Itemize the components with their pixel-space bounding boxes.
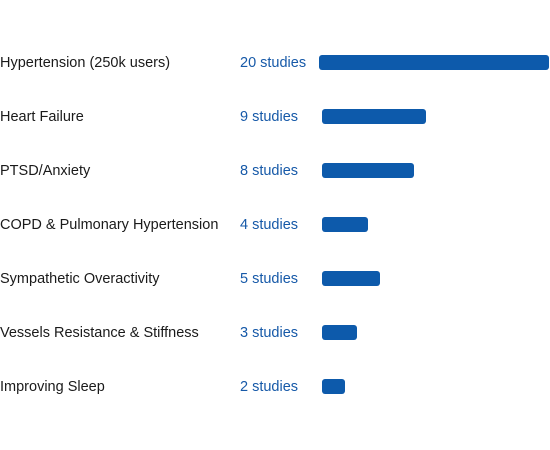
category-label: Improving Sleep: [0, 379, 105, 395]
value-unit: studies: [252, 217, 299, 233]
value-label: 4 studies: [240, 213, 298, 237]
value-number: 4: [240, 217, 249, 233]
chart-row: Vessels Resistance & Stiffness 3 studies: [0, 321, 550, 345]
category-label: PTSD/Anxiety: [0, 163, 91, 179]
value-number: 20: [240, 55, 257, 71]
value-unit: studies: [252, 325, 299, 341]
value-number: 8: [240, 163, 249, 179]
category-label: Vessels Resistance & Stiffness: [0, 325, 199, 341]
chart-row: PTSD/Anxiety 8 studies: [0, 159, 550, 183]
value-label: 8 studies: [240, 159, 298, 183]
category-label: COPD & Pulmonary Hypertension: [0, 217, 219, 233]
value-unit: studies: [252, 271, 299, 287]
bar: [322, 217, 368, 232]
category-label: Hypertension (250k users): [0, 55, 171, 71]
category-label: Sympathetic Overactivity: [0, 271, 160, 287]
value-number: 3: [240, 325, 249, 341]
value-unit: studies: [252, 163, 299, 179]
value-label: 9 studies: [240, 105, 298, 129]
chart-row: Hypertension (250k users) 20 studies: [0, 51, 550, 75]
bar: [322, 109, 426, 124]
value-label: 5 studies: [240, 267, 298, 291]
chart-row: COPD & Pulmonary Hypertension 4 studies: [0, 213, 550, 237]
bar: [322, 379, 345, 394]
bar: [322, 271, 380, 286]
bar: [322, 325, 357, 340]
value-number: 5: [240, 271, 249, 287]
value-label: 20 studies: [240, 51, 306, 75]
value-unit: studies: [260, 55, 307, 71]
category-label: Heart Failure: [0, 109, 84, 125]
value-label: 3 studies: [240, 321, 298, 345]
value-number: 2: [240, 379, 249, 395]
chart-row: Improving Sleep 2 studies: [0, 375, 550, 399]
chart-row: Sympathetic Overactivity 5 studies: [0, 267, 550, 291]
chart-row: Heart Failure 9 studies: [0, 105, 550, 129]
bar: [322, 163, 414, 178]
value-label: 2 studies: [240, 375, 298, 399]
bar: [319, 55, 549, 70]
value-unit: studies: [252, 109, 299, 125]
value-number: 9: [240, 109, 249, 125]
value-unit: studies: [252, 379, 299, 395]
